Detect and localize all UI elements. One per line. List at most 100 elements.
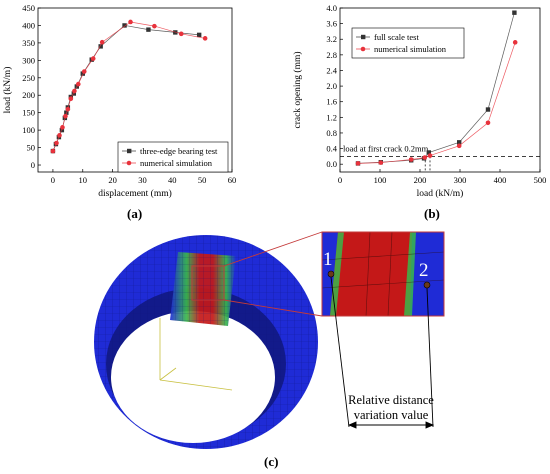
data-point (457, 140, 462, 145)
data-point (60, 125, 65, 130)
data-point (122, 23, 127, 28)
data-point (128, 19, 133, 25)
data-point (485, 120, 491, 126)
data-point (71, 91, 77, 96)
legend-marker (360, 46, 366, 52)
chart-a: 0 10 20 30 40 50 60 0 50 100 150 200 250 300 350 400 450… (2, 3, 237, 199)
y-tick-label: 450 (22, 3, 35, 13)
x-tick-label: 10 (79, 175, 88, 185)
y-tick-label: 0 (31, 160, 35, 170)
y-tick-label: 350 (22, 38, 35, 48)
x-tick-label: 30 (138, 175, 147, 185)
y-tick-label: 50 (27, 143, 36, 153)
x-tick-label: 500 (534, 175, 547, 185)
data-point (512, 40, 518, 45)
y-tick-label: 1.2 (326, 112, 337, 122)
data-point (81, 69, 87, 74)
data-point (72, 88, 77, 94)
data-point (485, 107, 491, 112)
x-tick-label: 100 (374, 175, 387, 185)
node-1-label: 1 (323, 249, 333, 270)
data-point (54, 140, 59, 146)
data-point (59, 127, 65, 133)
y-tick-label: 0.0 (326, 159, 337, 169)
distance-note-line2: variation value (354, 408, 429, 422)
node-2-label: 2 (419, 260, 429, 281)
data-point (408, 157, 414, 162)
y-tick-label: 3.2 (326, 34, 337, 44)
callout-lines (191, 231, 323, 317)
legend-entry: full scale test (374, 32, 419, 42)
legend-marker (126, 160, 132, 166)
data-point (65, 106, 71, 112)
zoom-detail: 1 2 (321, 231, 445, 317)
x-tick-label: 200 (414, 175, 427, 185)
data-point (456, 143, 462, 149)
data-point (426, 150, 431, 155)
y-tick-label: 2.0 (326, 81, 337, 91)
axis-triad-icon (159, 318, 233, 391)
y-tick-label: 4.0 (326, 3, 337, 13)
x-tick-label: 0 (51, 175, 55, 185)
y-axis-label: crack opening (mm) (292, 51, 303, 128)
plot-frame (339, 7, 541, 173)
x-tick-label: 400 (494, 175, 507, 185)
panel-label-b: (b) (424, 206, 440, 221)
legend-entry: numerical simulation (140, 158, 213, 168)
data-point (178, 31, 184, 37)
data-point (99, 39, 105, 45)
data-point (427, 153, 433, 158)
x-tick-label: 40 (168, 175, 177, 185)
data-point (80, 71, 85, 76)
data-point (202, 36, 208, 41)
series-line (52, 21, 206, 152)
y-tick-label: 0.4 (326, 144, 337, 154)
legend-marker (361, 34, 366, 40)
y-tick-label: 300 (22, 55, 35, 65)
data-point (75, 81, 81, 87)
data-point (63, 113, 68, 119)
y-tick-label: 150 (22, 108, 35, 118)
y-tick-label: 2.4 (326, 65, 337, 75)
threshold-label: load at first crack 0.2mm (343, 143, 429, 153)
data-point (98, 44, 103, 49)
data-point (50, 148, 56, 154)
x-tick-label: 60 (228, 175, 237, 185)
x-tick-label: 20 (108, 175, 117, 185)
y-tick-label: 2.8 (326, 50, 337, 60)
pipe-ring-model (94, 235, 318, 449)
data-point (378, 160, 384, 165)
distance-annotation (330, 276, 435, 429)
y-axis-label: load (kN/m) (2, 67, 13, 114)
data-point (68, 96, 74, 102)
y-tick-label: 200 (22, 90, 35, 100)
data-point (90, 56, 96, 61)
distance-note-line1: Relative distance (348, 393, 434, 407)
data-point (146, 27, 151, 32)
y-tick-label: 1.6 (326, 97, 337, 107)
panel-label-c: (c) (264, 454, 279, 469)
legend-entry: three-edge bearing test (140, 146, 218, 156)
legend-box (117, 141, 229, 173)
series-line (357, 42, 516, 164)
data-point (355, 161, 361, 166)
y-tick-label: 400 (22, 20, 35, 30)
data-point (512, 10, 517, 15)
legend-marker (127, 148, 132, 154)
data-point (152, 23, 157, 29)
y-tick-label: 3.6 (326, 19, 337, 29)
data-point (196, 32, 202, 38)
data-point (422, 155, 428, 160)
x-tick-label: 0 (338, 175, 342, 185)
legend-box (351, 27, 465, 59)
fe-model-figure: 1 2 Relative distance variation value (94, 231, 445, 449)
chart-b: 0 100 200 300 400 500 0.0 0.4 0.8 1.2 1.6 2.0 2.4 2.8… (292, 3, 547, 199)
legend-entry: numerical simulation (374, 44, 447, 54)
x-tick-label: 300 (454, 175, 467, 185)
y-tick-label: 0.8 (326, 128, 337, 138)
data-point (57, 133, 62, 138)
x-tick-label: 50 (198, 175, 207, 185)
y-tick-label: 250 (22, 73, 35, 83)
y-tick-label: 100 (22, 125, 35, 135)
x-axis-label: displacement (mm) (98, 188, 172, 199)
